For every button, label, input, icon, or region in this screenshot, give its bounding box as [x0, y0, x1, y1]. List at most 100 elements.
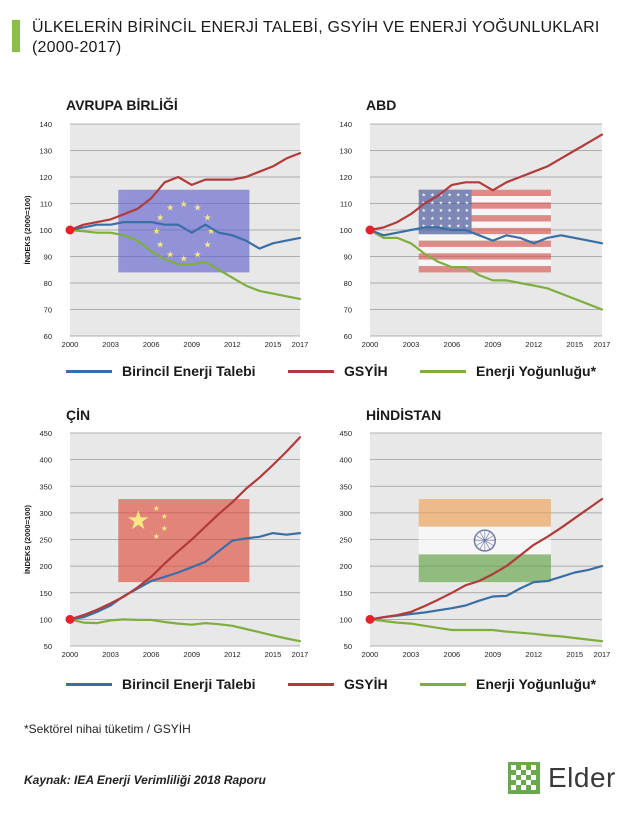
flag-star: ★ [180, 254, 188, 264]
y-tick-label: 60 [44, 332, 52, 341]
legend-label-intensity: Enerji Yoğunluğu* [476, 363, 597, 379]
x-tick-label: 2006 [444, 650, 461, 659]
base-year-marker [65, 614, 75, 624]
x-tick-label: 2006 [143, 650, 160, 659]
flag-star: ★ [447, 200, 452, 206]
flag-star: ★ [161, 512, 168, 521]
chart-title: HİNDİSTAN [366, 407, 441, 423]
flag-stripe [418, 253, 551, 260]
y-axis-label: İNDEKS (2000=100) [23, 195, 32, 264]
y-tick-label: 300 [39, 509, 52, 518]
x-tick-label: 2000 [62, 650, 79, 659]
chart-panel-2: ÇİN 50 100 150 200 250 300 350 400 450 2000 2003 200… [23, 407, 308, 659]
flag-field [118, 189, 250, 273]
flag-chakra-spoke [475, 535, 485, 541]
x-tick-label: 2017 [292, 650, 309, 659]
y-tick-label: 450 [39, 429, 52, 438]
elder-logo: Elder [508, 760, 620, 796]
legend-item-gdp: GSYİH [288, 360, 388, 382]
series-line-energy [368, 564, 604, 621]
page-title: ÜLKELERİN BİRİNCİL ENERJİ TALEBİ, GSYİH … [32, 18, 599, 58]
y-tick-label: 250 [339, 536, 352, 545]
flag-star: ★ [456, 208, 461, 214]
y-tick-label: 90 [44, 253, 52, 262]
y-tick-label: 150 [339, 589, 352, 598]
chart-title: ABD [366, 97, 396, 113]
y-tick-label: 120 [39, 173, 52, 182]
flag-chakra-spoke [479, 531, 486, 541]
flag-star: ★ [447, 193, 452, 199]
y-tick-label: 400 [39, 456, 52, 465]
y-tick-label: 130 [39, 147, 52, 156]
series-line-intensity [368, 228, 604, 311]
flag-stripe [418, 202, 551, 209]
flag-star: ★ [439, 208, 444, 214]
y-tick-label: 140 [39, 120, 52, 129]
series-line-energy [368, 226, 604, 245]
y-tick-label: 130 [339, 147, 352, 156]
series-line-energy [68, 531, 302, 621]
y-tick-label: 100 [339, 615, 352, 624]
y-tick-label: 120 [339, 173, 352, 182]
x-tick-label: 2003 [102, 340, 119, 349]
base-year-marker [365, 614, 375, 624]
flag-star: ★ [439, 224, 444, 230]
x-tick-label: 2006 [143, 340, 160, 349]
flag-star: ★ [180, 200, 188, 210]
flag-us-icon: ★ ★ ★ ★ ★ ★★ ★ ★ ★ ★ ★★ ★ ★ ★ ★ ★★ ★ ★ ★ ★ ★★ ★ ★ ★ ★ ★ [418, 189, 551, 273]
flag-chakra-spoke [484, 540, 494, 547]
title-line-2: (2000-2017) [32, 39, 122, 56]
x-tick-label: 2000 [362, 340, 379, 349]
flag-eu-icon: ★ ★★★★★★★★★★★ [118, 189, 250, 273]
legend-label-gdp: GSYİH [344, 363, 388, 379]
flag-star: ★ [465, 224, 470, 230]
series-line-intensity [68, 618, 302, 643]
flag-star: ★ [465, 200, 470, 206]
y-tick-label: 60 [344, 332, 352, 341]
y-tick-label: 80 [44, 279, 52, 288]
y-tick-label: 50 [344, 642, 352, 651]
legend-bottom: Birincil Enerji Talebi GSYİH Enerji Yoğu… [0, 673, 640, 695]
flag-star: ★ [465, 193, 470, 199]
chart-panel-0: AVRUPA BİRLİĞİ 60 70 80 90 100 110 120 130 140 200… [23, 96, 308, 349]
x-tick-label: 2017 [594, 650, 611, 659]
base-year-marker [65, 225, 75, 235]
legend-item-energy: Birincil Enerji Talebi [66, 360, 256, 382]
x-tick-label: 2017 [594, 340, 611, 349]
x-tick-label: 2000 [362, 650, 379, 659]
y-tick-label: 200 [39, 562, 52, 571]
flag-star: ★ [421, 193, 426, 199]
flag-star: ★ [439, 193, 444, 199]
flag-star: ★ [153, 532, 160, 541]
x-tick-label: 2003 [403, 340, 420, 349]
flag-star: ★ [465, 216, 470, 222]
x-tick-label: 2006 [444, 340, 461, 349]
x-tick-label: 2015 [265, 340, 282, 349]
y-tick-label: 100 [39, 226, 52, 235]
flag-star: ★ [166, 251, 174, 261]
flag-star: ★ [447, 224, 452, 230]
chart-panel-3: HİNDİSTAN 50 100 150 200 250 300 350 400 450 2000 2… [339, 407, 610, 659]
y-tick-label: 100 [39, 615, 52, 624]
x-tick-label: 2017 [292, 340, 309, 349]
base-year-marker [365, 225, 375, 235]
flag-stripe [418, 221, 551, 228]
flag-star: ★ [465, 208, 470, 214]
flag-chakra-spoke [475, 540, 485, 547]
flag-star: ★ [207, 227, 215, 237]
x-tick-label: 2012 [525, 650, 542, 659]
x-tick-label: 2015 [265, 650, 282, 659]
flag-stripe [418, 227, 551, 235]
source-note: Kaynak: IEA Enerji Verimliliği 2018 Rapo… [24, 773, 266, 787]
y-tick-label: 50 [44, 642, 52, 651]
flag-star: ★ [153, 227, 161, 237]
x-tick-label: 2015 [566, 340, 583, 349]
flag-star: ★ [430, 193, 435, 199]
flag-star: ★ [456, 193, 461, 199]
flag-star: ★ [166, 203, 174, 213]
title-accent-bar [12, 20, 20, 52]
legend-item-intensity: Enerji Yoğunluğu* [420, 673, 596, 695]
series-line-gdp [68, 152, 302, 232]
flag-stripe [418, 240, 551, 247]
y-tick-label: 300 [339, 509, 352, 518]
